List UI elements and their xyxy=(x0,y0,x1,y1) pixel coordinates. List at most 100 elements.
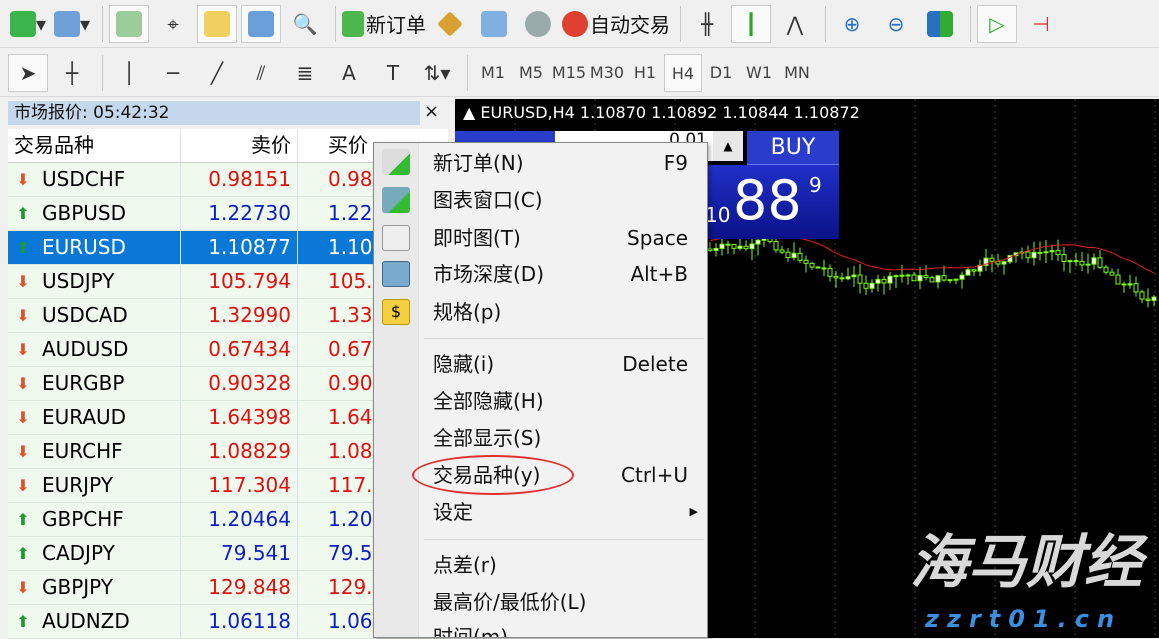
arrow-up-icon: ⬆ xyxy=(16,238,30,257)
menu-item[interactable]: 最高价/最低价(L) xyxy=(433,590,587,614)
cursor-button[interactable]: ➤ xyxy=(8,53,48,92)
trendline-button[interactable]: ╱ xyxy=(197,54,237,92)
menu-item[interactable]: 图表窗口(C) xyxy=(433,188,543,212)
lot-increase-button[interactable]: ▲ xyxy=(713,131,743,161)
bid-price: 0.98151 xyxy=(181,163,298,196)
symbol-header[interactable]: 交易品种 xyxy=(8,129,181,162)
buy-price[interactable]: 10 88 9 xyxy=(705,165,839,239)
navigator-button[interactable] xyxy=(197,4,237,43)
candle xyxy=(857,274,863,284)
candle xyxy=(1037,251,1043,254)
timeframe-d1[interactable]: D1 xyxy=(709,62,733,82)
channel-button[interactable]: ⫽ xyxy=(241,54,281,92)
crosshair-icon: ┼ xyxy=(65,60,79,85)
zoom-in-button[interactable]: ⊕ xyxy=(832,5,872,43)
candlestick-button[interactable]: ┃ xyxy=(731,4,771,43)
menu-item[interactable]: 市场深度(D) Alt+B xyxy=(433,262,688,286)
table-row[interactable]: ⬆ GBPCHF 1.20464 1.204 xyxy=(8,503,448,537)
timeframe-m5[interactable]: M5 xyxy=(519,62,543,82)
timeframe-h4[interactable]: H4 xyxy=(664,53,702,92)
candle xyxy=(749,243,755,250)
fibonacci-button[interactable]: ≣ xyxy=(285,54,325,92)
strategy-tester-button[interactable]: 🔍 xyxy=(285,5,325,43)
menu-item[interactable]: 隐藏(i) Delete xyxy=(433,352,688,376)
menu-separator xyxy=(424,539,704,540)
symbol: CADJPY xyxy=(42,541,115,565)
menu-item[interactable]: 即时图(T) Space xyxy=(433,226,688,250)
candle xyxy=(941,275,947,281)
timeframe-m15[interactable]: M15 xyxy=(551,62,587,82)
candle xyxy=(1049,250,1055,253)
symbol: AUDNZD xyxy=(42,609,130,633)
close-icon[interactable]: × xyxy=(424,101,440,122)
menu-item[interactable]: 全部显示(S) xyxy=(433,426,542,450)
table-row[interactable]: ⬇ EURAUD 1.64398 1.644 xyxy=(8,401,448,435)
menu-item[interactable]: 新订单(N) F9 xyxy=(433,151,688,175)
candle xyxy=(1139,291,1145,300)
bid-price: 105.794 xyxy=(181,265,298,298)
horizontal-line-button[interactable]: ─ xyxy=(153,54,193,92)
vps-button[interactable] xyxy=(474,5,514,43)
vertical-line-button[interactable]: │ xyxy=(109,54,149,92)
autoscroll-button[interactable]: ▷ xyxy=(977,4,1017,43)
symbol: AUDUSD xyxy=(42,337,129,361)
timeframe-w1[interactable]: W1 xyxy=(746,62,772,82)
candle xyxy=(791,252,797,259)
data-window-button[interactable]: ⌖ xyxy=(153,5,193,43)
crosshair-button[interactable]: ┼ xyxy=(52,54,92,92)
line-chart-button[interactable]: ⋀ xyxy=(775,5,815,43)
timeframe-mn[interactable]: MN xyxy=(784,62,810,82)
candle xyxy=(731,244,737,249)
bid-header[interactable]: 卖价 xyxy=(181,129,298,162)
submenu-arrow-icon: ▶ xyxy=(689,505,698,518)
buy-button[interactable]: BUY xyxy=(747,131,839,165)
text-icon: A xyxy=(342,60,356,85)
menu-item[interactable]: 点差(r) xyxy=(433,553,497,577)
tile-windows-button[interactable] xyxy=(920,5,960,43)
zoom-out-button[interactable]: ⊖ xyxy=(876,5,916,43)
candle xyxy=(947,279,953,282)
ask-header[interactable]: 买价 xyxy=(328,133,368,157)
candle xyxy=(845,276,851,280)
timeframe-h1[interactable]: H1 xyxy=(633,62,657,82)
symbol: EURUSD xyxy=(42,235,126,259)
bid-price: 1.20464 xyxy=(181,503,298,536)
horizontal-line-icon: ─ xyxy=(166,60,180,85)
profiles-button[interactable]: ▾ xyxy=(52,5,92,43)
collapse-arrow-icon[interactable]: ▲ xyxy=(463,103,481,122)
market-watch-button[interactable] xyxy=(109,4,149,43)
text-label-button[interactable]: T xyxy=(373,54,413,92)
channel-icon: ⫽ xyxy=(256,60,266,85)
menu-item[interactable]: 全部隐藏(H) xyxy=(433,389,544,413)
timeframe-m30[interactable]: M30 xyxy=(589,62,625,82)
candle xyxy=(1091,257,1097,265)
new-order-button[interactable]: 新订单 xyxy=(342,5,426,43)
metaeditor-button[interactable] xyxy=(430,5,470,43)
bar-chart-button[interactable]: ╫ xyxy=(687,5,727,43)
text-button[interactable]: A xyxy=(329,54,369,92)
candle xyxy=(851,274,857,278)
watermark: 海马财经 xyxy=(910,528,1143,596)
menu-item[interactable]: 规格(p) xyxy=(433,300,502,324)
bid-price: 1.64398 xyxy=(181,401,298,434)
bid-price: 1.06118 xyxy=(181,605,298,638)
bid-price: 1.10877 xyxy=(181,231,298,264)
cursor-icon: ➤ xyxy=(19,60,37,85)
plus-icon xyxy=(9,10,36,37)
chart-shift-button[interactable]: ⊣ xyxy=(1021,5,1061,43)
arrow-down-icon: ⬇ xyxy=(16,272,30,291)
menu-item[interactable]: 设定 ▶ xyxy=(420,495,706,529)
magnifier-icon: 🔍 xyxy=(292,11,318,36)
candle xyxy=(935,275,941,283)
market-watch-icon xyxy=(116,10,142,37)
terminal-button[interactable] xyxy=(241,4,281,43)
menu-item[interactable]: 时间(m) xyxy=(433,625,509,637)
symbol: EURJPY xyxy=(42,473,113,497)
signals-button[interactable] xyxy=(518,5,558,43)
timeframe-m1[interactable]: M1 xyxy=(481,62,505,82)
profiles-icon xyxy=(53,10,80,37)
new-chart-button[interactable]: ▾ xyxy=(8,5,48,43)
candle xyxy=(719,243,725,249)
arrows-button[interactable]: ⇅▾ xyxy=(417,54,457,92)
auto-trading-button[interactable]: 自动交易 xyxy=(562,5,670,43)
